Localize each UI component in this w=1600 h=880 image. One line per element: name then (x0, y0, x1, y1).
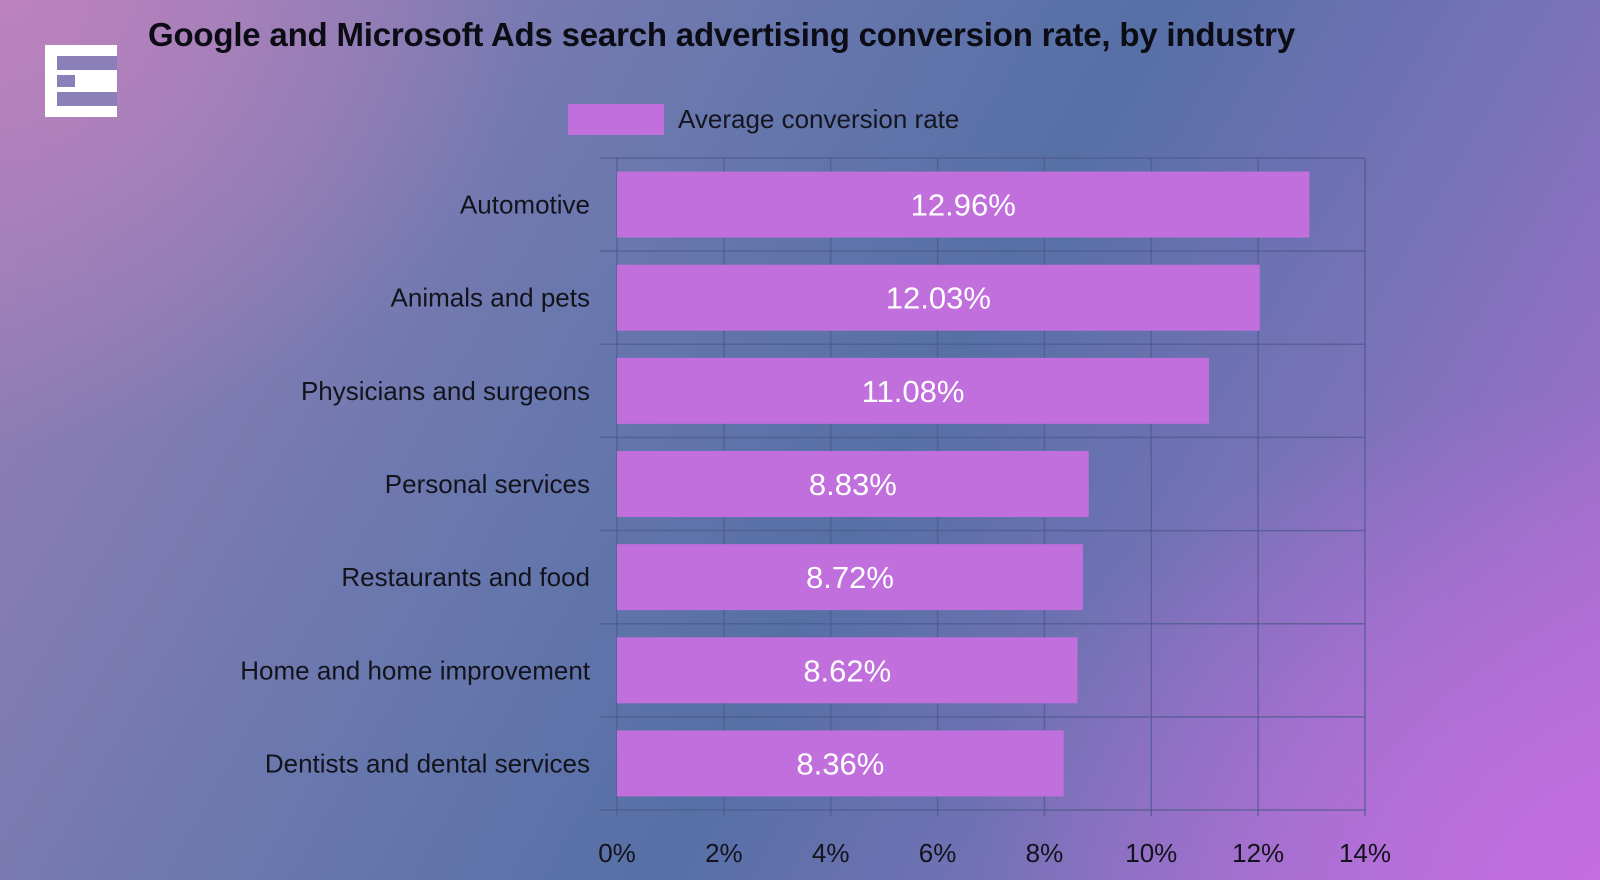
x-tick-label-6: 12% (1232, 838, 1284, 868)
bar-1 (617, 264, 1260, 331)
data-label-2: 11.08% (862, 374, 965, 409)
category-label-3: Personal services (385, 469, 590, 499)
bar-0 (617, 171, 1310, 238)
bar-3 (617, 451, 1089, 517)
data-label-0: 12.96% (911, 188, 1016, 223)
data-label-3: 8.83% (809, 467, 897, 502)
x-tick-label-3: 6% (919, 838, 957, 868)
data-label-1: 12.03% (886, 281, 991, 316)
data-label-5: 8.62% (803, 653, 891, 688)
bar-4 (617, 544, 1083, 611)
x-tick-label-4: 8% (1026, 838, 1064, 868)
legend-swatch (568, 104, 664, 135)
x-tick-label-1: 2% (705, 838, 743, 868)
chart-legend: Average conversion rate (568, 104, 959, 135)
category-label-2: Physicians and surgeons (301, 376, 590, 406)
category-label-0: Automotive (460, 190, 590, 220)
x-tick-label-2: 4% (812, 838, 850, 868)
x-tick-label-5: 10% (1125, 838, 1177, 868)
category-label-1: Animals and pets (391, 283, 590, 313)
x-tick-label-0: 0% (598, 838, 636, 868)
data-label-6: 8.36% (796, 746, 884, 781)
x-tick-label-7: 14% (1339, 838, 1391, 868)
legend-label: Average conversion rate (678, 104, 960, 134)
chart-title: Google and Microsoft Ads search advertis… (148, 16, 1295, 53)
brand-logo-icon (45, 45, 117, 117)
category-label-6: Dentists and dental services (265, 748, 590, 778)
bar-6 (617, 730, 1064, 797)
category-label-5: Home and home improvement (240, 655, 590, 685)
bar-5 (617, 637, 1078, 704)
bar-2 (617, 357, 1209, 424)
category-label-4: Restaurants and food (341, 562, 590, 592)
data-label-4: 8.72% (806, 560, 894, 595)
